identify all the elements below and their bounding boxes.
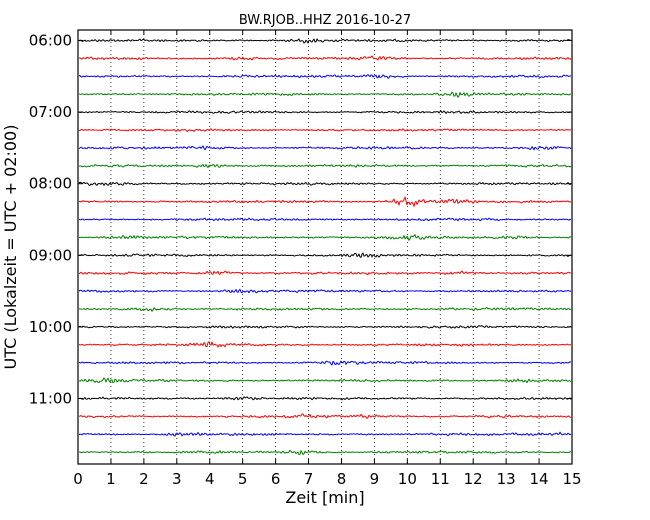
y-tick-label: 10:00 — [29, 318, 72, 336]
y-tick-label: 08:00 — [29, 175, 72, 193]
trace-line — [78, 449, 572, 456]
trace-line — [78, 38, 571, 44]
trace-line — [78, 163, 572, 169]
x-tick-label: 15 — [562, 470, 581, 488]
trace-line — [78, 74, 572, 79]
plot-frame — [77, 29, 573, 465]
x-tick-label: 7 — [304, 470, 314, 488]
trace-line — [78, 252, 572, 258]
trace-line — [78, 181, 572, 186]
trace-line — [78, 288, 572, 294]
x-tick-label: 3 — [172, 470, 182, 488]
trace-line — [78, 270, 572, 276]
trace-line — [78, 217, 572, 222]
trace-line — [78, 396, 572, 401]
y-tick-label: 11:00 — [29, 390, 72, 408]
trace-line — [78, 145, 572, 151]
trace-group — [78, 38, 572, 456]
trace-line — [78, 377, 572, 384]
trace-line — [78, 325, 572, 329]
y-axis-ticks: 06:00 07:00 08:00 09:00 10:00 11:00 — [29, 32, 572, 408]
y-axis-label: UTC (Lokalzeit = UTC + 02:00) — [1, 125, 20, 370]
x-tick-label: 2 — [139, 470, 149, 488]
trace-line — [78, 307, 572, 312]
trace-line — [78, 110, 572, 114]
y-tick-label: 09:00 — [29, 246, 72, 264]
trace-line — [78, 91, 572, 98]
y-tick-label: 07:00 — [29, 103, 72, 121]
x-tick-label: 13 — [497, 470, 516, 488]
x-axis-ticks: 0 1 2 3 4 5 6 7 8 9 10 11 12 13 14 15 — [73, 30, 582, 488]
chart-title: BW.RJOB..HHZ 2016-10-27 — [239, 13, 411, 28]
trace-line — [78, 413, 572, 419]
x-tick-label: 1 — [106, 470, 116, 488]
x-axis-label: Zeit [min] — [285, 488, 364, 507]
trace-line — [78, 341, 572, 348]
trace-line — [78, 234, 572, 241]
trace-line — [78, 196, 572, 207]
x-tick-label: 14 — [530, 470, 549, 488]
vertical-grid — [110, 30, 540, 464]
x-tick-label: 10 — [398, 470, 417, 488]
x-tick-label: 4 — [205, 470, 215, 488]
y-tick-label: 06:00 — [29, 32, 72, 50]
x-tick-label: 11 — [431, 470, 450, 488]
x-tick-label: 6 — [271, 470, 281, 488]
x-tick-label: 0 — [73, 470, 83, 488]
x-tick-label: 8 — [337, 470, 347, 488]
trace-line — [78, 55, 572, 61]
trace-line — [78, 128, 572, 132]
x-tick-label: 5 — [238, 470, 248, 488]
x-tick-label: 12 — [464, 470, 483, 488]
x-tick-label: 9 — [370, 470, 380, 488]
trace-line — [78, 431, 572, 437]
trace-line — [78, 360, 572, 366]
